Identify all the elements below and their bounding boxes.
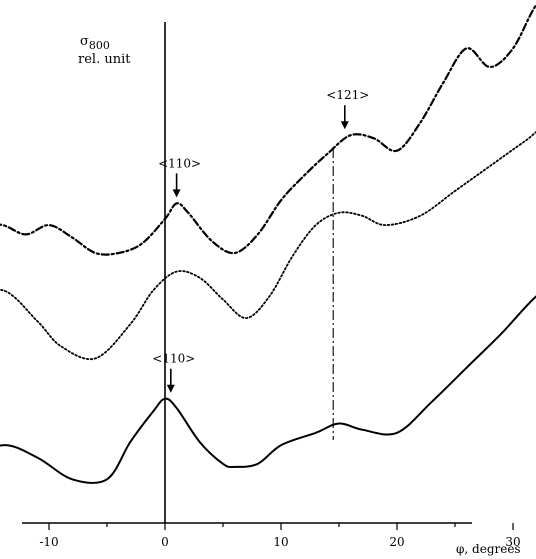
x-tick-label: -10	[39, 535, 58, 549]
series-3-line	[0, 3, 536, 256]
series-1-line	[0, 295, 536, 484]
annotation-arrow-head	[340, 121, 349, 130]
x-tick-label: 10	[273, 535, 288, 549]
annotation-layer: <110><121><123><110>	[152, 88, 369, 393]
x-tick-label: 0	[161, 535, 169, 549]
annotation-arrow-head	[166, 384, 175, 393]
annotation-arrow-head	[172, 189, 181, 198]
y-axis-label-subscript: 800	[89, 39, 110, 52]
series-2-line	[0, 130, 536, 361]
series-layer	[0, 3, 536, 484]
x-axis-ticks: -20-10010203040	[39, 523, 521, 549]
annotation-label: <110>	[152, 352, 195, 366]
reference-lines	[164, 22, 334, 523]
x-axis-label: φ, degrees	[456, 542, 521, 556]
annotation-label: <121>	[326, 88, 369, 102]
x-tick-label: 20	[389, 535, 404, 549]
y-axis-label-unit: rel. unit	[78, 52, 131, 67]
x-tick-label: 30	[505, 535, 520, 549]
y-axis-label-symbol: σ800	[80, 34, 110, 52]
annotation-label: <110>	[158, 156, 201, 170]
